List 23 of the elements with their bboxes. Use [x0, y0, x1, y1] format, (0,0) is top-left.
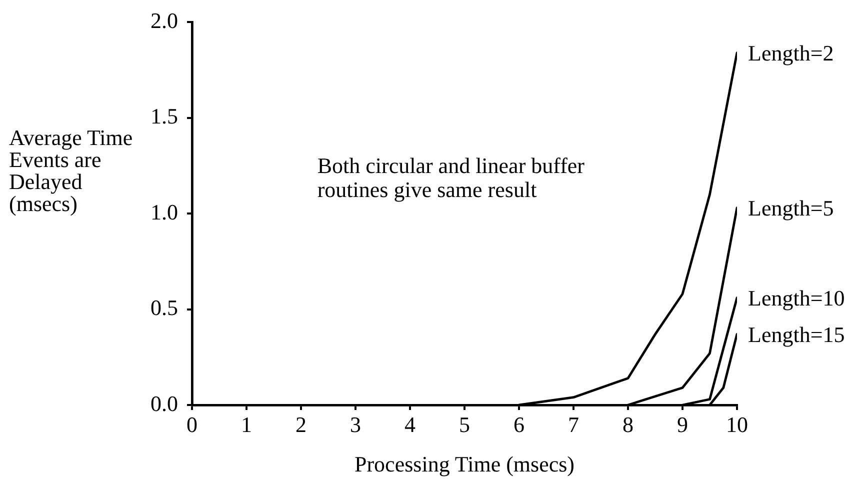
x-tick-label: 2 [296, 412, 306, 437]
series-label: Length=2 [748, 40, 834, 66]
x-tick-label: 10 [726, 412, 748, 437]
x-tick-label: 1 [241, 412, 252, 437]
x-tick-label: 8 [622, 412, 634, 437]
x-tick-label: 4 [404, 412, 416, 437]
series-label: Length=15 [748, 322, 845, 347]
series-label: Length=10 [748, 286, 845, 311]
series-label: Length=5 [748, 196, 834, 221]
y-tick-label: 0.0 [150, 390, 178, 416]
x-axis-title: Processing Time (msecs) [354, 452, 574, 477]
y-tick-label: 1.0 [150, 199, 178, 224]
y-tick-label: 1.5 [150, 104, 178, 129]
y-tick-label: 2.0 [150, 8, 178, 33]
annotation: Both circular and linear buffer routines give same result [317, 153, 586, 202]
x-tick-label: 5 [459, 412, 470, 437]
x-tick-label: 6 [514, 412, 524, 437]
y-tick-label: 0.5 [150, 295, 178, 320]
x-tick-label: 3 [350, 412, 361, 437]
x-tick-label: 9 [677, 412, 688, 437]
x-tick-label: 7 [568, 412, 579, 437]
y-axis-title: Average Time Events are Delayed (msecs) [9, 125, 134, 216]
x-tick-label: 0 [186, 412, 198, 437]
